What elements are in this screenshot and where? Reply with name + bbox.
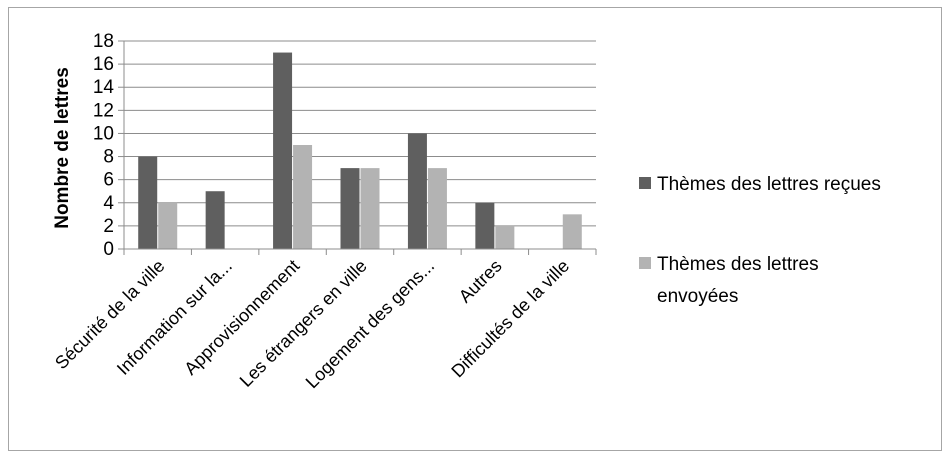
y-tick-label: 6 — [103, 170, 114, 191]
y-tick-label: 0 — [103, 239, 114, 260]
bar-received — [273, 52, 293, 249]
axes — [123, 41, 597, 255]
bar-sent — [562, 214, 582, 249]
y-tick-label: 10 — [93, 123, 114, 144]
x-category-label: Difficultés de la ville — [447, 256, 573, 382]
bar-sent — [495, 225, 515, 249]
bar-received — [205, 191, 225, 249]
x-category-label: Information sur la... — [113, 256, 236, 379]
gridlines — [118, 40, 596, 250]
x-category-label: Approvisionnement — [180, 256, 303, 379]
bar-received — [340, 168, 360, 249]
y-tick-label: 12 — [93, 100, 114, 121]
bar-sent — [360, 168, 380, 249]
x-category-label: Sécurité de la ville — [51, 256, 168, 373]
bar-sent — [427, 168, 447, 249]
bars — [138, 52, 582, 249]
y-tick-label: 8 — [103, 147, 114, 168]
legend-label-sent-line1: Thèmes des lettres — [657, 254, 819, 275]
x-category-label: Les étrangers en ville — [236, 256, 371, 391]
y-tick-label: 14 — [93, 77, 115, 98]
bar-sent — [293, 145, 313, 249]
y-axis-title: Nombre de lettres — [52, 67, 73, 229]
bar-received — [407, 133, 427, 249]
y-tick-label: 2 — [103, 216, 114, 237]
bar-sent — [158, 202, 178, 249]
y-tick-label: 4 — [103, 193, 114, 214]
y-tick-label: 16 — [93, 54, 114, 75]
y-tick-label: 18 — [93, 31, 114, 52]
bar-received — [475, 202, 495, 249]
x-category-label: Autres — [455, 256, 506, 307]
x-category-label: Logement des gens... — [302, 256, 439, 393]
legend-swatch-sent — [639, 257, 651, 269]
legend-label-sent-line2: envoyées — [657, 286, 738, 307]
legend: Thèmes des lettres reçues Thèmes des let… — [639, 174, 881, 307]
legend-label-received: Thèmes des lettres reçues — [657, 174, 881, 195]
legend-swatch-received — [639, 177, 651, 189]
bar-received — [138, 156, 158, 249]
